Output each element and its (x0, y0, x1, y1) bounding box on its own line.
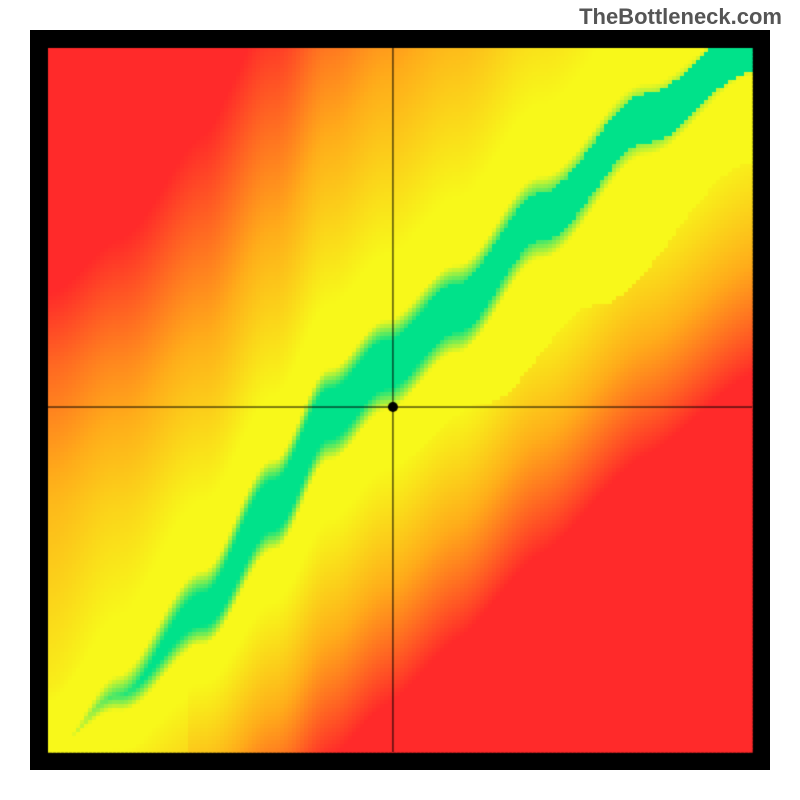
plot-frame (30, 30, 770, 770)
chart-container: TheBottleneck.com (0, 0, 800, 800)
watermark-text: TheBottleneck.com (579, 4, 782, 30)
heatmap-canvas (30, 30, 770, 770)
